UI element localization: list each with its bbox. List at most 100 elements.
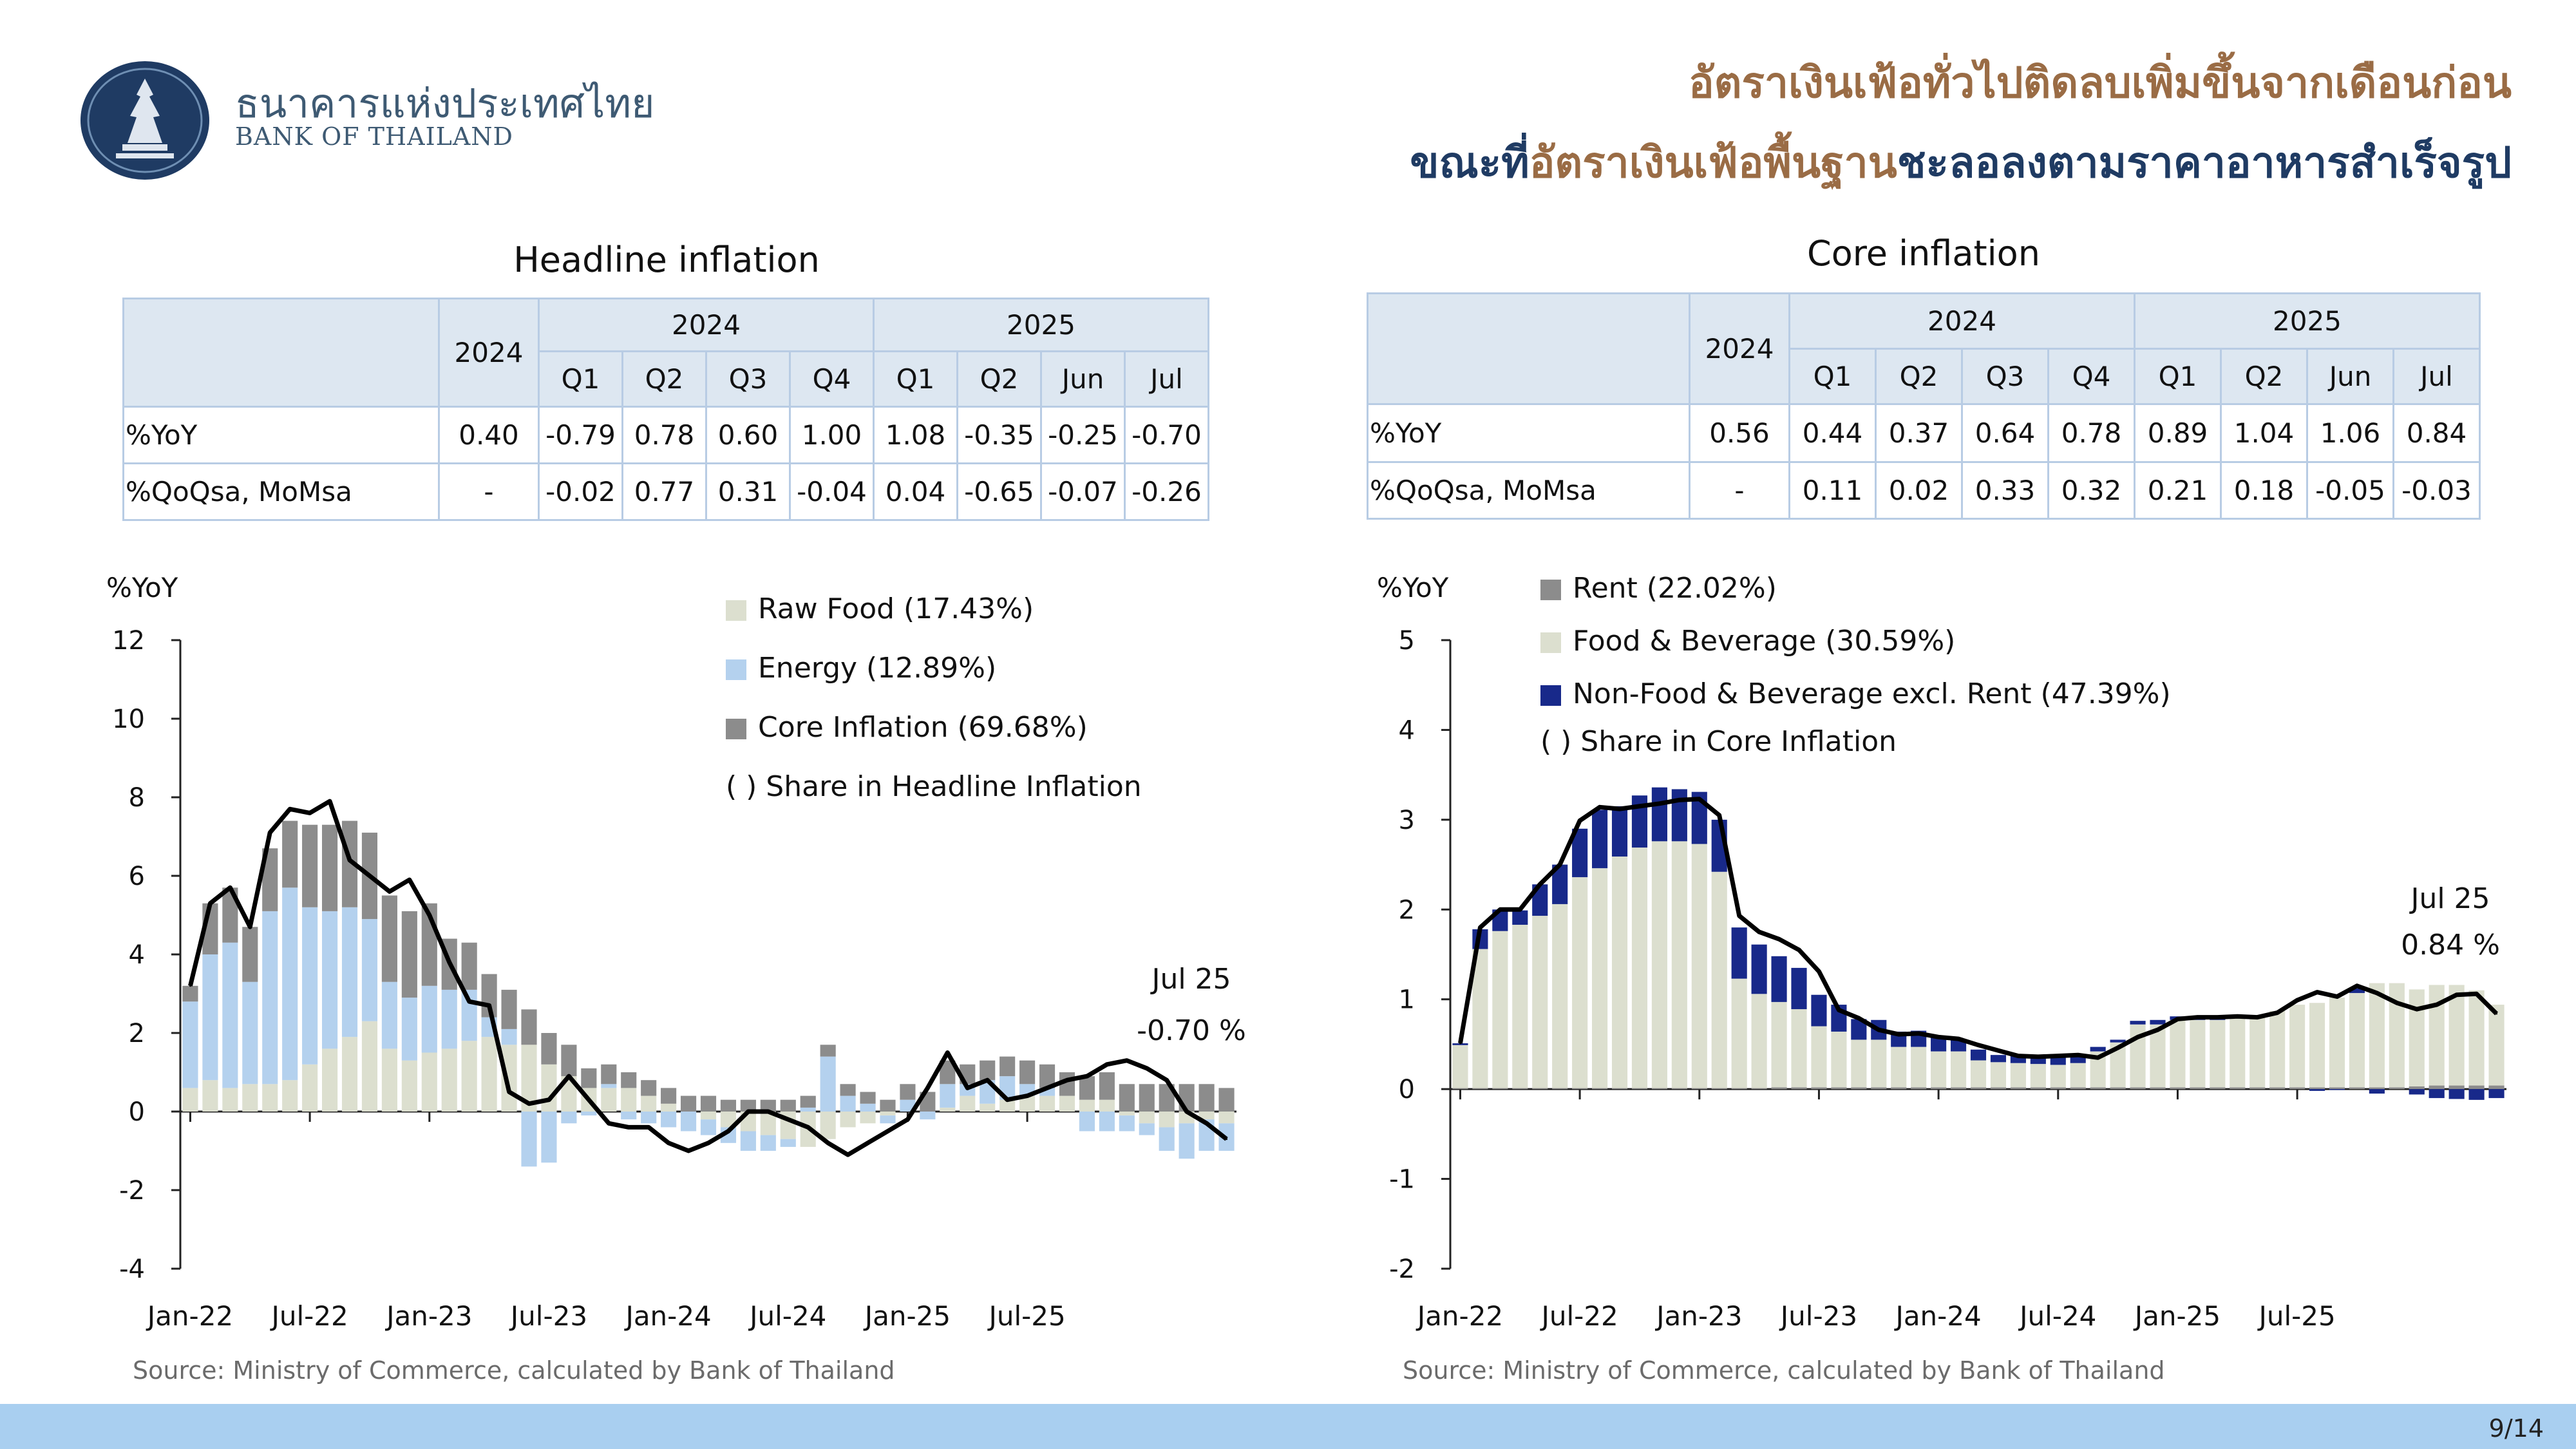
bar-raw_food xyxy=(1139,1112,1155,1124)
bar-energy xyxy=(302,907,318,1065)
footer-band xyxy=(0,1404,2576,1449)
group-header: 2024 xyxy=(538,298,875,352)
bar-nonfood xyxy=(2409,1089,2425,1095)
y-tick-label: -2 xyxy=(119,1176,145,1206)
legend-label-food_bev: Food & Beverage (30.59%) xyxy=(1573,625,1955,658)
bar-raw_food xyxy=(322,1048,338,1112)
bar-food_bev xyxy=(1751,994,1767,1088)
bar-rent xyxy=(1831,1087,1847,1090)
bar-core xyxy=(720,1099,737,1112)
bar-raw_food xyxy=(202,1080,218,1112)
bar-rent xyxy=(2110,1087,2126,1090)
bar-core xyxy=(840,1084,856,1096)
bar-energy xyxy=(1139,1123,1155,1135)
bar-raw_food xyxy=(621,1088,637,1112)
line-point xyxy=(1026,1095,1028,1097)
line-point xyxy=(807,1126,810,1128)
bar-rent xyxy=(1931,1087,1947,1090)
line-point xyxy=(368,875,371,877)
bar-energy xyxy=(740,1131,756,1151)
bar-rent xyxy=(2249,1087,2266,1090)
bar-raw_food xyxy=(222,1088,238,1112)
bar-nonfood xyxy=(2488,1089,2505,1099)
bar-food_bev xyxy=(1911,1046,1927,1088)
line-point xyxy=(847,1153,849,1156)
bar-food_bev xyxy=(1671,841,1687,1088)
core-title: Core inflation xyxy=(1807,233,2040,274)
cell: -0.03 xyxy=(2392,461,2481,520)
cell: 0.84 xyxy=(2392,403,2481,463)
bar-rent xyxy=(1851,1087,1867,1090)
line-point xyxy=(2416,1008,2418,1010)
bar-core xyxy=(880,1099,896,1112)
bar-energy xyxy=(900,1099,916,1112)
line-point xyxy=(707,1142,710,1144)
bar-rent xyxy=(2448,1085,2465,1090)
bar-rent xyxy=(1651,1088,1667,1090)
headline-title: Headline inflation xyxy=(513,240,820,280)
bar-raw_food xyxy=(1218,1112,1235,1124)
line-point xyxy=(767,1110,770,1113)
line-point xyxy=(607,1122,610,1124)
period-header: Q2 xyxy=(1875,348,1963,405)
bar-core xyxy=(760,1099,776,1112)
line-point xyxy=(587,1099,590,1101)
cell: 1.06 xyxy=(2306,403,2394,463)
line-point xyxy=(1459,1042,1461,1045)
line-point xyxy=(1877,1028,1880,1031)
annotation-date: Jul 25 xyxy=(1150,963,1231,996)
bar-nonfood xyxy=(2349,988,2365,993)
bar-raw_food xyxy=(700,1112,717,1120)
bar-nonfood xyxy=(1611,806,1628,857)
bar-energy xyxy=(361,919,378,1021)
line-point xyxy=(2476,992,2478,995)
x-tick-label: Jan-22 xyxy=(1416,1300,1503,1332)
line-point xyxy=(727,1130,730,1132)
bar-food_bev xyxy=(2230,1016,2246,1088)
line-point xyxy=(428,914,431,916)
bar-energy xyxy=(262,911,278,1084)
line-point xyxy=(1738,914,1741,917)
period-header: Q2 xyxy=(621,350,707,408)
bar-rent xyxy=(2309,1087,2325,1090)
line-point xyxy=(308,811,311,814)
line-point xyxy=(1937,1036,1940,1038)
bar-food_bev xyxy=(2050,1065,2066,1088)
bar-rent xyxy=(2389,1087,2405,1090)
x-tick-label: Jan-24 xyxy=(1893,1300,1981,1332)
bar-energy xyxy=(282,887,298,1081)
line-point xyxy=(986,1079,989,1081)
legend-swatch-food_bev xyxy=(1540,632,1561,653)
line-point xyxy=(2037,1056,2040,1058)
x-tick-label: Jan-25 xyxy=(863,1300,951,1332)
cell: 0.04 xyxy=(873,462,958,521)
bar-core xyxy=(800,1095,816,1108)
line-point xyxy=(2436,1003,2438,1006)
legend-label-raw_food: Raw Food (17.43%) xyxy=(758,592,1034,625)
y-tick-label: -2 xyxy=(1389,1255,1415,1284)
bar-core xyxy=(820,1045,836,1057)
bar-energy xyxy=(920,1112,936,1120)
cell: -0.35 xyxy=(956,406,1042,464)
bar-core xyxy=(1099,1072,1115,1100)
bar-rent xyxy=(1711,1088,1727,1090)
bar-rent xyxy=(2150,1087,2166,1090)
bar-raw_food xyxy=(820,1112,836,1139)
line-point xyxy=(867,1142,869,1144)
y-tick-label: 4 xyxy=(1399,715,1415,745)
cell: -0.25 xyxy=(1040,406,1126,464)
cell: -0.07 xyxy=(1040,462,1126,521)
cell: -0.26 xyxy=(1124,462,1209,521)
group-header: 2024 xyxy=(1788,292,2136,350)
bar-energy xyxy=(202,954,218,1081)
year-header: 2024 xyxy=(1689,292,1790,405)
y-tick-label: 1 xyxy=(1399,985,1415,1015)
bar-core xyxy=(641,1080,657,1096)
line-point xyxy=(1066,1079,1068,1081)
bar-core xyxy=(1079,1076,1095,1100)
bar-rent xyxy=(2488,1085,2505,1090)
legend-swatch-energy xyxy=(726,659,746,680)
bar-core xyxy=(242,927,258,982)
bar-rent xyxy=(1891,1087,1907,1090)
bar-raw_food xyxy=(1059,1095,1075,1112)
